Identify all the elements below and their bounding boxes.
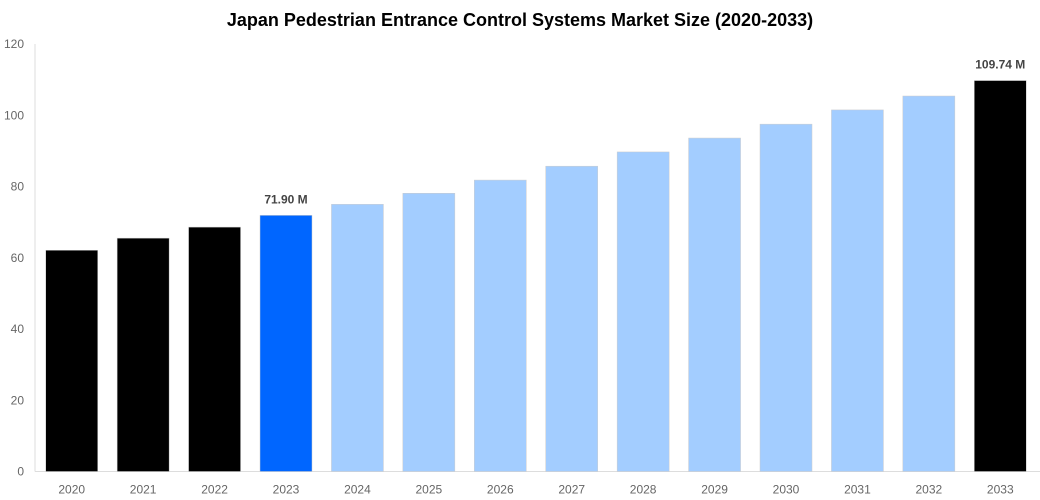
data-label-2023: 71.90 M <box>264 192 307 206</box>
y-tick-label: 80 <box>11 180 25 194</box>
x-tick-label: 2033 <box>987 483 1014 497</box>
x-tick-label: 2022 <box>201 483 228 497</box>
bar-2027 <box>545 165 598 472</box>
bar-2024 <box>331 204 384 472</box>
bar-2020 <box>45 250 98 472</box>
y-tick-label: 0 <box>17 465 24 479</box>
x-tick-label: 2027 <box>558 483 585 497</box>
y-tick-label: 120 <box>4 37 24 51</box>
y-tick-label: 60 <box>11 251 25 265</box>
bar-2028 <box>616 151 670 472</box>
y-tick-label: 40 <box>11 322 25 336</box>
chart-title: Japan Pedestrian Entrance Control System… <box>226 10 814 30</box>
x-tick-label: 2031 <box>844 483 871 497</box>
bar-2023 <box>259 215 313 472</box>
x-tick-label: 2020 <box>58 483 85 497</box>
bar-2029 <box>688 137 741 472</box>
bar-2026 <box>474 179 527 472</box>
bar-2031 <box>831 109 884 472</box>
x-tick-label: 2028 <box>630 483 657 497</box>
bar-2022 <box>188 226 241 472</box>
bar-2033 <box>974 80 1027 472</box>
x-tick-label: 2030 <box>773 483 800 497</box>
bar-2030 <box>759 123 813 472</box>
bar-2021 <box>116 237 170 472</box>
bar-2025 <box>402 193 456 472</box>
x-tick-label: 2021 <box>130 483 157 497</box>
x-tick-label: 2029 <box>701 483 728 497</box>
x-tick-label: 2024 <box>344 483 371 497</box>
x-tick-label: 2025 <box>416 483 443 497</box>
data-label-2033: 109.74 M <box>975 58 1025 72</box>
x-tick-label: 2023 <box>273 483 300 497</box>
bar-2032 <box>902 95 956 472</box>
y-tick-label: 100 <box>4 108 24 122</box>
x-tick-label: 2032 <box>916 483 943 497</box>
y-tick-label: 20 <box>11 393 25 407</box>
x-tick-label: 2026 <box>487 483 514 497</box>
